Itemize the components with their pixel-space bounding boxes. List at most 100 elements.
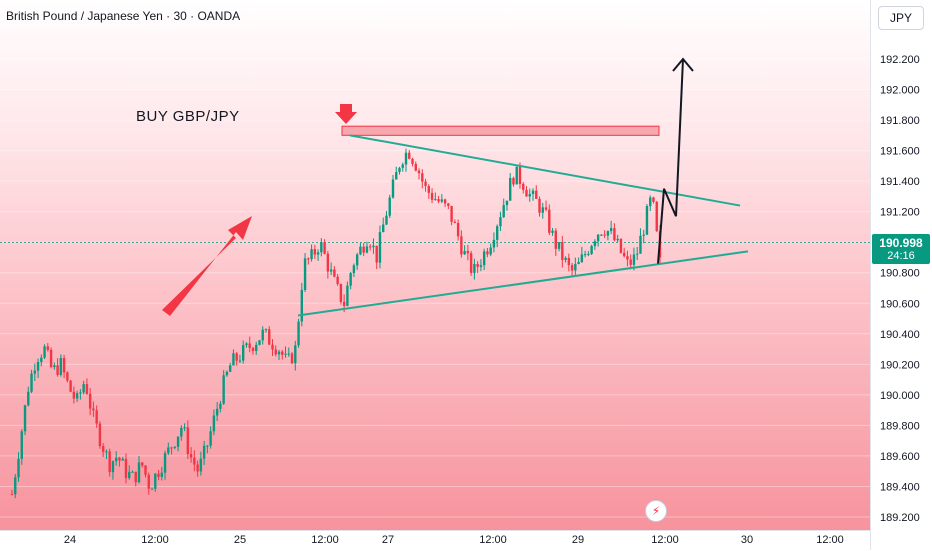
candle-body	[268, 329, 271, 345]
candle-body	[310, 249, 313, 260]
x-tick-label: 12:00	[816, 534, 844, 546]
candle-body	[619, 238, 623, 253]
candle-body	[437, 199, 440, 202]
projection-arrowhead	[672, 57, 694, 72]
candle-body	[248, 343, 251, 348]
candle-body	[466, 251, 470, 254]
candle-body	[49, 349, 53, 368]
candle-body	[212, 415, 216, 432]
x-tick-label: 24	[64, 534, 76, 546]
candle-body	[580, 254, 584, 263]
candle-body	[574, 263, 577, 271]
candle-body	[53, 365, 56, 368]
candle-body	[157, 473, 160, 477]
candle-body	[541, 207, 544, 213]
candle-body	[401, 164, 404, 168]
candle-body	[111, 461, 115, 473]
candle-body	[199, 458, 203, 472]
y-tick-label: 190.800	[880, 268, 920, 280]
candle-body	[108, 451, 111, 473]
currency-button[interactable]: JPY	[878, 6, 924, 30]
candle-body	[463, 251, 466, 255]
candle-body	[375, 245, 378, 263]
candle-body	[206, 445, 209, 447]
candle-body	[499, 217, 502, 227]
candle-body	[326, 253, 330, 272]
buy-annotation: BUY GBP/JPY	[136, 108, 240, 125]
candle-body	[147, 474, 150, 489]
candle-body	[284, 353, 287, 355]
candle-body	[649, 197, 652, 207]
candle-body	[469, 253, 473, 273]
candle-body	[163, 453, 167, 473]
candle-body	[261, 329, 264, 341]
y-tick-label: 191.600	[880, 146, 920, 158]
candle-body	[264, 329, 268, 331]
grid-lines	[0, 58, 870, 518]
candle-body	[554, 230, 557, 249]
candle-body	[564, 257, 567, 260]
candle-body	[98, 423, 102, 447]
candle-body	[430, 192, 434, 200]
candle-body	[238, 360, 242, 362]
candle-body	[622, 252, 626, 257]
candle-body	[297, 321, 300, 346]
candle-body	[535, 190, 538, 199]
candle-body	[323, 242, 326, 254]
candle-body	[251, 347, 255, 351]
candle-body	[170, 447, 173, 449]
lightning-icon[interactable]: ⚡	[645, 500, 667, 522]
candle-body	[228, 365, 232, 372]
candle-body	[300, 289, 304, 322]
candle-body	[245, 343, 248, 346]
candle-body	[522, 183, 525, 190]
candle-body	[219, 403, 222, 409]
candle-body	[349, 273, 352, 286]
candle-body	[92, 408, 95, 411]
x-tick-label: 12:00	[479, 534, 507, 546]
candle-body	[616, 238, 619, 241]
chart-title[interactable]: British Pound / Japanese Yen · 30 · OAND…	[6, 9, 241, 23]
candle-body	[59, 357, 63, 375]
candle-body	[46, 346, 50, 350]
triangle-lower-line	[297, 250, 749, 317]
candle-body	[450, 205, 453, 222]
candle-body	[515, 166, 518, 185]
triangle-upper-line	[349, 134, 741, 207]
candle-body	[489, 247, 492, 255]
candle-body	[36, 361, 40, 371]
candle-body	[277, 351, 281, 355]
candle-body	[626, 256, 629, 260]
candle-body	[548, 209, 551, 233]
candle-body	[365, 246, 369, 253]
y-tick-label: 190.200	[880, 359, 920, 371]
candle-body	[17, 458, 20, 478]
candle-body	[215, 408, 219, 416]
candle-body	[570, 265, 574, 271]
candle-body	[395, 172, 398, 180]
candle-body	[134, 471, 137, 483]
projection-path	[657, 58, 684, 264]
candle-body	[600, 234, 603, 236]
candle-body	[629, 259, 632, 265]
candle-body	[56, 365, 59, 375]
candle-body	[66, 372, 69, 381]
last-price-value: 190.998	[879, 236, 923, 250]
candle-body	[281, 351, 284, 355]
plot-area[interactable]	[0, 0, 870, 530]
candle-body	[255, 344, 258, 351]
x-tick-label: 12:00	[141, 534, 169, 546]
candle-body	[43, 346, 46, 358]
candle-body	[609, 228, 613, 232]
price-axis[interactable]	[870, 0, 932, 550]
candle-body	[20, 431, 23, 459]
candle-body	[241, 345, 245, 361]
time-axis[interactable]	[0, 530, 870, 551]
candle-body	[583, 254, 587, 256]
candle-body	[339, 283, 343, 302]
candle-body	[290, 353, 294, 364]
candle-body	[512, 178, 515, 185]
candle-body	[189, 453, 193, 458]
candle-body	[603, 234, 606, 236]
candle-body	[118, 457, 121, 461]
